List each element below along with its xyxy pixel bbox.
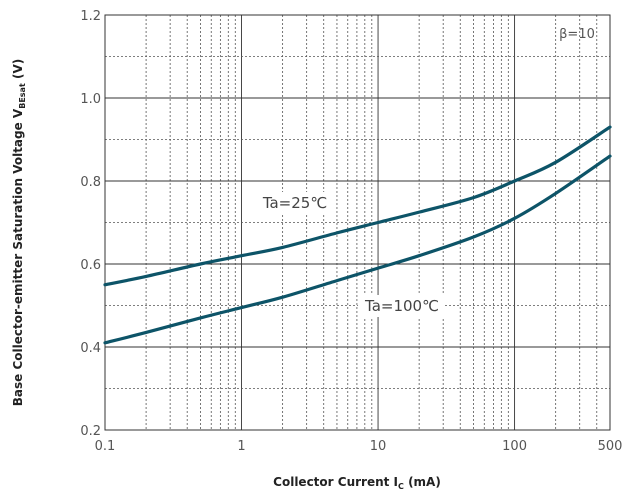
x-axis-title-unit: (mA) (404, 475, 441, 489)
y-tick-label: 0.2 (80, 424, 101, 439)
beta-annotation: β=10 (559, 27, 595, 42)
y-tick-label: 0.8 (80, 175, 101, 190)
x-tick-label: 10 (370, 439, 387, 454)
x-tick-label: 500 (598, 439, 623, 454)
x-axis-title: Collector Current IC (mA) (273, 475, 441, 491)
y-tick-label: 0.6 (80, 258, 101, 273)
grid (105, 14, 611, 431)
y-axis-title-unit: (V) (11, 59, 25, 83)
plot-frame (104, 14, 611, 431)
series-label-ta100: Ta=100℃ (364, 297, 439, 315)
series-line-0 (103, 125, 612, 287)
x-axis-title-subscript: C (398, 482, 404, 491)
x-axis-title-main: Collector Current I (273, 475, 398, 489)
y-tick-label: 1.2 (80, 9, 101, 24)
y-axis-title-main: Base Collector-emitter Saturation Voltag… (11, 108, 25, 406)
y-tick-label: 1.0 (80, 92, 101, 107)
y-axis-title-subscript: BEsat (18, 83, 27, 109)
series-label-background (358, 295, 445, 317)
y-axis-title: Base Collector-emitter Saturation Voltag… (11, 59, 27, 406)
tick-labels: 0.1 1 10 100 500 0.2 0.4 0.6 0.8 1.0 1.2 (80, 9, 622, 454)
y-tick-label: 0.4 (80, 341, 101, 356)
x-tick-label: 100 (502, 439, 527, 454)
series-label-background (255, 192, 334, 214)
series-label-ta25: Ta=25℃ (262, 194, 327, 212)
series-lines (103, 125, 612, 345)
x-tick-label: 1 (237, 439, 245, 454)
series-line-1 (103, 154, 612, 345)
x-tick-label: 0.1 (95, 439, 116, 454)
